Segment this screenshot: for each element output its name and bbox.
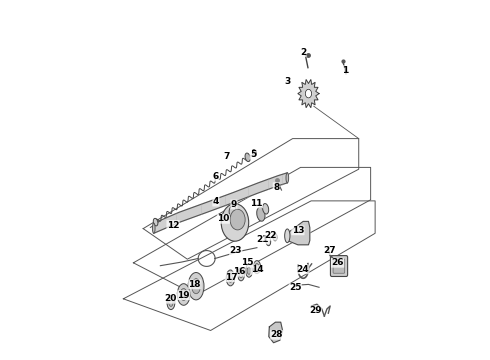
Ellipse shape — [257, 207, 265, 221]
Ellipse shape — [245, 153, 250, 162]
Text: 6: 6 — [213, 172, 219, 181]
Ellipse shape — [286, 173, 289, 183]
Text: 12: 12 — [167, 220, 179, 230]
Circle shape — [305, 89, 312, 98]
Text: 17: 17 — [225, 273, 238, 282]
Text: 10: 10 — [217, 214, 229, 223]
Text: 20: 20 — [164, 294, 176, 303]
Polygon shape — [287, 221, 310, 245]
Polygon shape — [269, 322, 283, 343]
Text: 9: 9 — [231, 200, 237, 209]
Text: 26: 26 — [331, 258, 344, 267]
Ellipse shape — [252, 149, 256, 156]
Text: 27: 27 — [323, 246, 336, 255]
Ellipse shape — [266, 237, 270, 246]
Ellipse shape — [188, 273, 204, 300]
Ellipse shape — [228, 274, 233, 282]
Ellipse shape — [245, 264, 252, 277]
Text: 5: 5 — [250, 150, 256, 159]
Polygon shape — [154, 173, 287, 233]
Ellipse shape — [285, 229, 290, 243]
Text: 4: 4 — [213, 197, 219, 206]
Text: 28: 28 — [270, 330, 283, 339]
Text: 21: 21 — [257, 235, 269, 244]
Ellipse shape — [169, 298, 173, 306]
FancyBboxPatch shape — [333, 259, 344, 273]
Text: 15: 15 — [242, 258, 254, 267]
Ellipse shape — [180, 288, 187, 300]
Ellipse shape — [238, 268, 245, 281]
Text: 19: 19 — [177, 291, 190, 300]
Polygon shape — [298, 80, 319, 108]
Text: 18: 18 — [189, 280, 201, 289]
Text: 25: 25 — [289, 284, 301, 292]
Ellipse shape — [253, 261, 261, 274]
Ellipse shape — [167, 295, 175, 310]
Text: 2: 2 — [300, 48, 306, 57]
Ellipse shape — [239, 271, 243, 278]
Text: 3: 3 — [284, 77, 291, 85]
Text: 8: 8 — [273, 183, 279, 192]
Circle shape — [230, 209, 245, 230]
Text: 1: 1 — [343, 66, 348, 75]
Ellipse shape — [153, 219, 158, 226]
Text: 7: 7 — [223, 152, 230, 161]
Text: 11: 11 — [250, 199, 263, 208]
Ellipse shape — [273, 233, 277, 241]
Circle shape — [221, 204, 249, 241]
FancyBboxPatch shape — [330, 256, 347, 276]
Ellipse shape — [192, 279, 200, 294]
Text: 22: 22 — [265, 231, 277, 240]
Text: 16: 16 — [233, 267, 245, 276]
Ellipse shape — [152, 223, 155, 233]
Text: 13: 13 — [292, 226, 304, 235]
Text: 23: 23 — [229, 246, 242, 255]
Ellipse shape — [255, 264, 259, 271]
Ellipse shape — [177, 284, 190, 305]
Ellipse shape — [229, 206, 237, 217]
Text: 29: 29 — [309, 306, 321, 315]
Ellipse shape — [226, 270, 235, 286]
Text: 24: 24 — [296, 265, 309, 274]
Ellipse shape — [247, 267, 251, 274]
Ellipse shape — [263, 203, 269, 214]
Text: 14: 14 — [250, 266, 263, 274]
